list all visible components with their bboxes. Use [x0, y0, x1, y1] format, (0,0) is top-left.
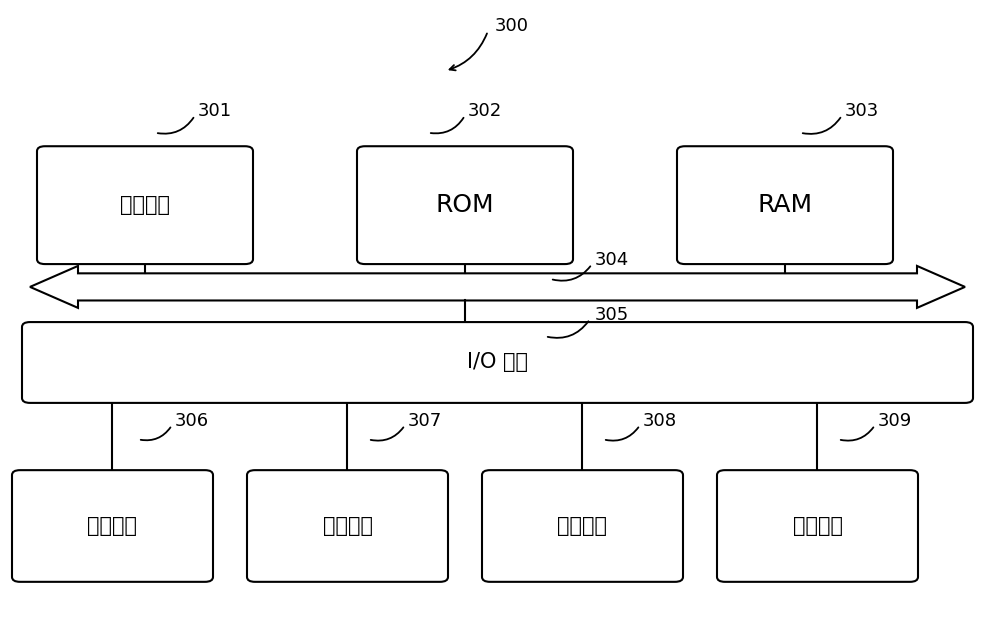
Polygon shape: [30, 266, 965, 308]
Text: 存储单元: 存储单元: [558, 516, 608, 536]
Text: 306: 306: [175, 412, 209, 430]
Text: 输入单元: 输入单元: [88, 516, 138, 536]
Text: 307: 307: [408, 412, 442, 430]
FancyBboxPatch shape: [717, 470, 918, 582]
Text: 308: 308: [643, 412, 677, 430]
Text: 通信单元: 通信单元: [792, 516, 842, 536]
Text: I/O 接口: I/O 接口: [467, 352, 528, 373]
Text: ROM: ROM: [436, 193, 494, 217]
Text: 303: 303: [845, 102, 879, 120]
FancyBboxPatch shape: [247, 470, 448, 582]
FancyBboxPatch shape: [677, 146, 893, 264]
FancyBboxPatch shape: [357, 146, 573, 264]
FancyBboxPatch shape: [22, 322, 973, 403]
Text: 304: 304: [595, 251, 629, 270]
Text: 302: 302: [468, 102, 502, 120]
Text: 300: 300: [495, 17, 529, 35]
Text: RAM: RAM: [757, 193, 813, 217]
FancyBboxPatch shape: [482, 470, 683, 582]
Text: 计算单元: 计算单元: [120, 195, 170, 215]
Text: 305: 305: [595, 305, 629, 324]
FancyBboxPatch shape: [37, 146, 253, 264]
FancyBboxPatch shape: [12, 470, 213, 582]
Text: 309: 309: [878, 412, 912, 430]
Text: 输出单元: 输出单元: [323, 516, 373, 536]
Text: 301: 301: [198, 102, 232, 120]
